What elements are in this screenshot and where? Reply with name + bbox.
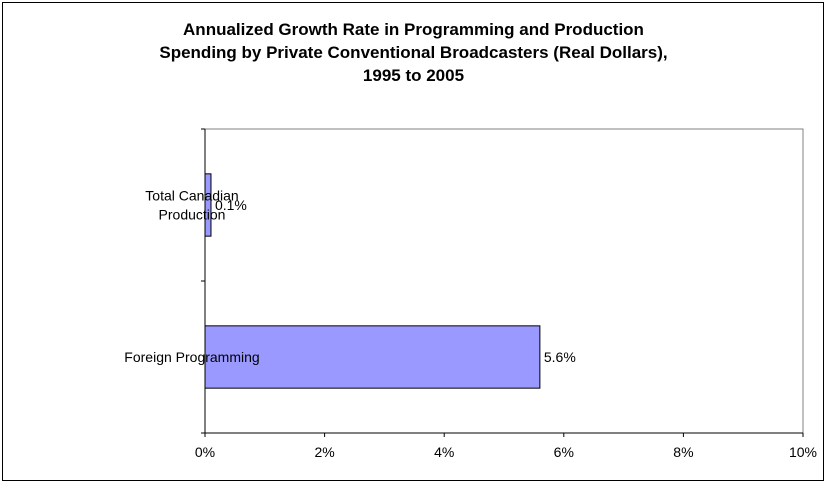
category-label-0-0: Total Canadian xyxy=(145,188,238,204)
x-tick-label-1: 2% xyxy=(314,444,334,460)
data-label-0: 0.1% xyxy=(215,197,247,213)
chart-title-line-2: Spending by Private Conventional Broadca… xyxy=(159,43,668,62)
chart-title-line-1: Annualized Growth Rate in Programming an… xyxy=(183,20,644,39)
chart-title: Annualized Growth Rate in Programming an… xyxy=(0,18,827,87)
category-label-0-1: Production xyxy=(159,207,226,223)
x-tick-label-0: 0% xyxy=(195,444,215,460)
x-tick-label-4: 8% xyxy=(673,444,693,460)
data-label-1: 5.6% xyxy=(544,349,576,365)
bar-1 xyxy=(204,325,541,389)
x-tick-label-5: 10% xyxy=(789,444,817,460)
chart-title-line-3: 1995 to 2005 xyxy=(362,66,465,85)
x-tick-label-3: 6% xyxy=(554,444,574,460)
bar-0 xyxy=(204,173,212,237)
x-tick-label-2: 4% xyxy=(434,444,454,460)
category-label-1-0: Foreign Programming xyxy=(124,349,259,365)
